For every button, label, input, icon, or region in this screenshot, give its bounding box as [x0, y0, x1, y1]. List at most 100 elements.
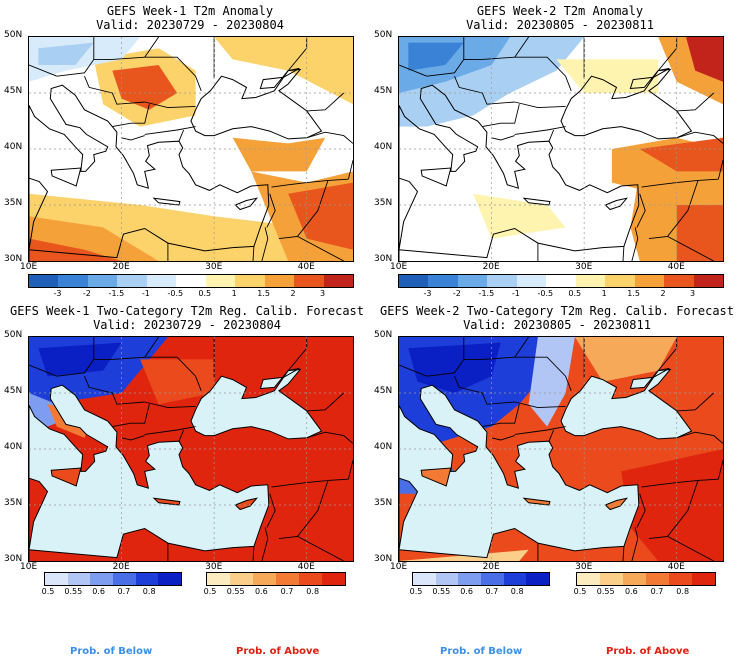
anomaly-colorbar-label: -1	[511, 289, 520, 298]
anomaly-colorbar-label: 0.5	[568, 289, 582, 298]
prob-above-colorbar-swatch	[600, 573, 623, 585]
map-canvas	[399, 337, 723, 561]
country-border	[399, 364, 427, 377]
anomaly-region	[232, 137, 326, 172]
prob-below-colorbar-swatch	[503, 573, 527, 585]
anomaly-colorbar-label: -0.5	[537, 289, 554, 298]
panel1-title: GEFS Week-1 T2m Anomaly	[106, 4, 274, 18]
prob-above-colorbar-label: 0.5	[573, 587, 587, 596]
prob-above-label-right: Prob. of Above	[606, 646, 690, 657]
lat-label: 35N	[4, 198, 23, 208]
panel2-valid-dates: Valid: 20230805 - 20230811	[466, 18, 654, 32]
country-border	[144, 426, 196, 435]
anomaly-colorbar-label: -3	[53, 289, 62, 298]
country-border	[29, 364, 57, 377]
anomaly-colorbar-swatch	[693, 275, 723, 287]
anomaly-colorbar-swatch	[546, 275, 576, 287]
coastline	[399, 84, 640, 261]
panel4-valid-dates: Valid: 20230805 - 20230811	[463, 318, 651, 332]
country-border	[297, 536, 344, 561]
lat-label: 40N	[374, 142, 393, 152]
anomaly-colorbar-label: -2	[452, 289, 461, 298]
country-border	[306, 92, 345, 112]
map-canvas	[29, 337, 353, 561]
country-border	[121, 435, 145, 441]
anomaly-colorbar-label: 1.5	[627, 289, 640, 298]
prob-above-colorbar-swatch	[322, 573, 345, 585]
coastline	[50, 467, 82, 487]
country-border	[548, 429, 555, 442]
prob-above-colorbar-swatch	[646, 573, 669, 585]
anomaly-region	[408, 42, 464, 71]
lat-label: 50N	[374, 30, 393, 40]
coastline	[604, 497, 629, 511]
anomaly-colorbar-label: 1.5	[257, 289, 270, 298]
lon-label: 10E	[390, 262, 408, 272]
island	[235, 498, 257, 510]
sea-mask	[561, 369, 692, 439]
prob-above-colorbar-swatch	[692, 573, 715, 585]
lat-label: 30N	[4, 554, 23, 564]
country-border	[717, 460, 723, 480]
coastline	[604, 197, 629, 211]
lon-label: 30E	[205, 562, 223, 572]
anomaly-colorbar-swatch	[428, 275, 458, 287]
lat-label: 50N	[4, 30, 23, 40]
lat-label: 30N	[374, 554, 393, 564]
prob-below-colorbar-label: 0.5	[409, 587, 423, 596]
anomaly-colorbar-swatch	[29, 275, 59, 287]
country-border	[29, 64, 57, 77]
anomaly-region	[621, 449, 723, 561]
country-border	[297, 236, 344, 261]
prob-below-colorbar-label: 0.6	[460, 587, 473, 596]
coastline	[399, 384, 640, 561]
prob-below-colorbar-label: 0.5	[41, 587, 55, 596]
country-border	[514, 126, 566, 135]
country-border	[514, 356, 572, 391]
prob-below-label-right: Prob. of Below	[440, 646, 523, 657]
country-border	[667, 536, 714, 561]
week2-anomaly-map	[398, 36, 724, 262]
prob-above-colorbar-label: 0.6	[254, 587, 268, 596]
country-border	[454, 376, 515, 405]
panel3-title: GEFS Week-1 Two-Category T2m Reg. Calib.…	[9, 304, 364, 318]
coastline	[560, 368, 693, 440]
lat-label: 40N	[4, 142, 23, 152]
country-border	[144, 56, 202, 91]
island	[421, 468, 451, 486]
country-border	[347, 160, 353, 180]
country-border	[144, 126, 196, 135]
prob-above-colorbar-left	[206, 572, 346, 586]
country-border	[399, 64, 427, 77]
prob-below-colorbar-label: 0.8	[510, 587, 524, 596]
lon-label: 10E	[390, 562, 408, 572]
prob-below-colorbar-swatch	[458, 573, 482, 585]
prob-below-colorbar-label: 0.7	[117, 587, 131, 596]
lat-label: 40N	[374, 442, 393, 452]
lon-label: 40E	[297, 562, 315, 572]
anomaly-colorbar-left	[28, 274, 354, 288]
map-canvas	[29, 37, 353, 261]
prob-above-colorbar-swatch	[577, 573, 600, 585]
anomaly-colorbar-label: -0.5	[167, 289, 184, 298]
lon-label: 40E	[667, 262, 685, 272]
country-border	[426, 56, 515, 77]
anomaly-colorbar-label: 1	[601, 289, 607, 298]
anomaly-colorbar-swatch	[264, 275, 295, 287]
country-border	[144, 337, 159, 358]
prob-above-colorbar-label: 0.7	[280, 587, 294, 596]
country-border	[144, 401, 196, 409]
anomaly-region	[556, 59, 659, 93]
country-border	[548, 129, 555, 142]
lat-label: 35N	[374, 198, 393, 208]
panel1-valid-dates: Valid: 20230729 - 20230804	[96, 18, 284, 32]
anomaly-region	[676, 205, 723, 261]
prob-above-colorbar-label: 0.5	[203, 587, 217, 596]
country-border	[676, 131, 723, 144]
prob-below-colorbar-swatch	[45, 573, 68, 585]
country-border	[266, 493, 276, 528]
coastline	[50, 167, 82, 187]
lon-label: 30E	[575, 262, 593, 272]
prob-above-colorbar-swatch	[253, 573, 276, 585]
country-border	[622, 546, 625, 561]
